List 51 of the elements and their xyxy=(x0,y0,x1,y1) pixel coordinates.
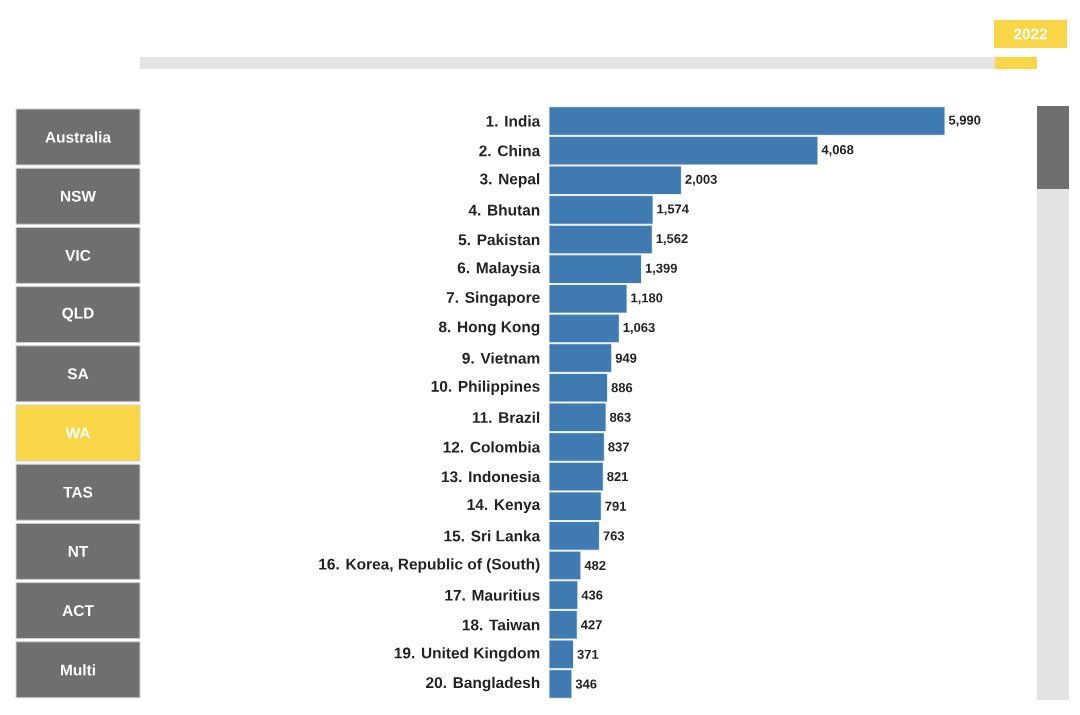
data-label: 763 xyxy=(603,531,625,541)
data-label: 1,399 xyxy=(645,263,677,275)
y-tick-label: 7. Singapore xyxy=(446,291,540,307)
data-label: 863 xyxy=(609,412,631,422)
category-label: ACT xyxy=(62,605,94,617)
data-label: 886 xyxy=(611,383,633,393)
data-label: 436 xyxy=(581,590,603,600)
data-label: 482 xyxy=(584,560,606,571)
data-label: 1,574 xyxy=(657,204,689,216)
y-tick-label: 5. Pakistan xyxy=(458,233,540,246)
y-tick-label: 15. Sri Lanka xyxy=(444,530,541,542)
y-tick-label: 17. Mauritius xyxy=(445,589,540,601)
category-label: SA xyxy=(67,368,89,380)
y-tick-label: 16. Korea, Republic of (South) xyxy=(319,558,540,573)
y-tick-label: 12. Colombia xyxy=(443,441,541,453)
category-label: Multi xyxy=(61,664,95,676)
data-label: 5,990 xyxy=(948,115,981,127)
category-label: TAS xyxy=(63,486,93,498)
category-label: QLD xyxy=(62,307,94,322)
y-tick-label: 11. Brazil xyxy=(472,411,540,423)
y-tick-label: 1. India xyxy=(486,115,541,127)
y-tick-label: 3. Nepal xyxy=(479,173,540,188)
y-tick-label: 10. Philippines xyxy=(431,380,540,395)
data-label: 346 xyxy=(575,679,597,689)
data-label: 1,180 xyxy=(631,293,663,305)
data-label: 1,562 xyxy=(656,234,688,246)
y-tick-label: 9. Vietnam xyxy=(462,352,540,364)
text: 2022 xyxy=(1013,28,1048,40)
y-tick-label: 8. Hong Kong xyxy=(438,321,540,336)
y-tick-label: 14. Kenya xyxy=(467,499,541,514)
data-label: 427 xyxy=(580,620,602,630)
y-tick-label: 19. United Kingdom xyxy=(394,647,540,662)
category-label: WA xyxy=(65,427,91,439)
data-label: 1,063 xyxy=(623,322,655,334)
data-label: 4,068 xyxy=(821,145,854,157)
category-label: NT xyxy=(68,546,89,557)
y-tick-label: 2. China xyxy=(479,144,541,157)
y-tick-label: 6. Malaysia xyxy=(457,261,541,277)
data-label: 837 xyxy=(608,442,629,452)
category-label: Australia xyxy=(45,131,112,143)
y-tick-label: 20. Bangladesh xyxy=(426,676,540,692)
data-label: 371 xyxy=(577,649,599,659)
data-label: 791 xyxy=(605,501,627,511)
data-label: 949 xyxy=(615,353,637,363)
y-tick-label: 13. Indonesia xyxy=(441,470,541,483)
data-label: 2,003 xyxy=(685,174,717,186)
y-tick-label: 4. Bhutan xyxy=(468,204,540,216)
y-tick-label: 18. Taiwan xyxy=(462,619,540,631)
data-label: 821 xyxy=(607,471,629,482)
category-label: NSW xyxy=(61,190,96,202)
category-label: VIC xyxy=(65,249,91,261)
